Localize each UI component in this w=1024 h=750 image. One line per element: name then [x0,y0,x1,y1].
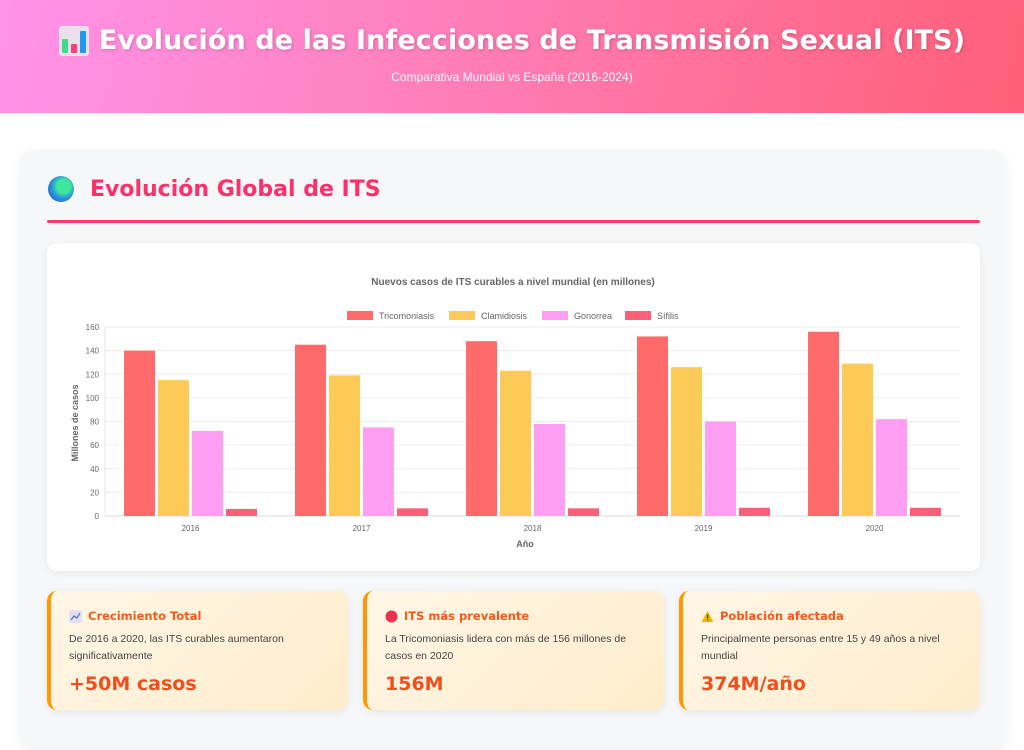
legend-item[interactable]: Sífilis [625,311,679,321]
x-tick-label: 2016 [182,524,200,533]
legend-label: Clamidiosis [481,311,528,321]
page-subtitle: Comparativa Mundial vs España (2016-2024… [391,70,633,84]
bar-tricomoniasis-2020[interactable] [808,331,839,516]
page-header: Evolución de las Infecciones de Transmis… [0,0,1024,113]
y-tick-label: 80 [90,418,99,427]
legend-item[interactable]: Gonorrea [542,311,612,321]
card-value: 374M/año [701,673,806,695]
global-evolution-section: Evolución Global de ITS Nuevos casos de … [20,150,1006,750]
info-card-prevalent: ITS más prevalente La Tricomoniasis lide… [363,591,664,710]
card-title: ITS más prevalente [404,609,530,623]
card-text: La Tricomoniasis lidera con más de 156 m… [385,633,627,662]
bar-clamidiosis-2018[interactable] [500,370,531,516]
legend-item[interactable]: Tricomoniasis [347,311,435,321]
bar-clamidiosis-2016[interactable] [158,380,189,516]
info-card-growth: Crecimiento Total De 2016 a 2020, las IT… [47,591,348,710]
legend-item[interactable]: Clamidiosis [449,311,528,321]
chart-bars [124,331,941,517]
y-tick-label: 160 [86,323,100,332]
card-title: Población afectada [720,609,844,623]
bar-tricomoniasis-2019[interactable] [637,336,668,516]
bar-gonorrea-2018[interactable] [534,423,565,516]
page-title-row: Evolución de las Infecciones de Transmis… [0,25,1024,56]
red-circle-icon [385,610,398,622]
section-header: Evolución Global de ITS [48,176,381,202]
info-card-population: Población afectada Principalmente person… [679,591,980,710]
y-tick-label: 60 [90,441,99,450]
y-tick-label: 0 [95,512,100,521]
x-tick-label: 2017 [353,524,371,533]
chart-legend: Tricomoniasis Clamidiosis Gonorrea Sífilis [347,311,679,321]
legend-swatch [625,311,651,320]
bar-chart-icon [58,25,89,56]
bar-clamidiosis-2017[interactable] [329,375,360,516]
bar-gonorrea-2020[interactable] [876,419,907,516]
bar-tricomoniasis-2016[interactable] [124,350,155,516]
y-axis-label: Millones de casos [70,384,80,461]
bar-tricomoniasis-2017[interactable] [295,344,326,516]
chart-title: Nuevos casos de ITS curables a nivel mun… [371,277,654,288]
bar-gonorrea-2016[interactable] [192,430,223,516]
legend-label: Sífilis [657,311,679,321]
x-tick-label: 2019 [695,524,713,533]
y-tick-label: 140 [86,347,100,356]
bar-chart: Nuevos casos de ITS curables a nivel mun… [70,277,960,549]
bar-clamidiosis-2020[interactable] [842,363,873,516]
chart-card: Nuevos casos de ITS curables a nivel mun… [47,243,980,571]
bar-sífilis-2020[interactable] [910,507,941,516]
legend-label: Gonorrea [574,311,612,321]
bar-clamidiosis-2019[interactable] [671,367,702,516]
bar-gonorrea-2019[interactable] [705,421,736,517]
page-title: Evolución de las Infecciones de Transmis… [98,25,966,56]
bar-tricomoniasis-2018[interactable] [466,341,497,516]
y-tick-label: 100 [86,394,100,403]
chart-increasing-icon [69,609,82,623]
legend-swatch [449,311,475,320]
card-value: 156M [385,673,444,695]
y-tick-label: 20 [90,488,99,497]
card-value: +50M casos [69,673,197,695]
bar-sífilis-2018[interactable] [568,508,599,516]
x-axis-label: Año [516,539,534,549]
card-text: De 2016 a 2020, las ITS curables aumenta… [69,633,284,662]
bar-gonorrea-2017[interactable] [363,427,394,516]
info-cards: Crecimiento Total De 2016 a 2020, las IT… [47,591,980,710]
bar-sífilis-2016[interactable] [226,508,257,516]
bar-sífilis-2017[interactable] [397,508,428,516]
warning-icon [701,610,714,622]
y-tick-label: 120 [86,370,100,379]
x-tick-label: 2020 [866,524,884,533]
chart-gridlines [104,326,960,517]
section-title: Evolución Global de ITS [90,176,381,202]
y-axis-ticks: 0 20 40 60 80 100 120 140 160 [86,323,100,521]
globe-icon [48,176,74,202]
legend-label: Tricomoniasis [379,311,435,321]
card-title: Crecimiento Total [88,609,202,623]
legend-swatch [347,311,373,320]
card-text: Principalmente personas entre 15 y 49 añ… [701,633,940,662]
section-divider [47,220,980,223]
y-tick-label: 40 [90,465,99,474]
x-tick-label: 2018 [524,524,542,533]
bar-sífilis-2019[interactable] [739,507,770,516]
x-axis-ticks: 2016 2017 2018 2019 2020 [182,524,884,533]
legend-swatch [542,311,568,320]
